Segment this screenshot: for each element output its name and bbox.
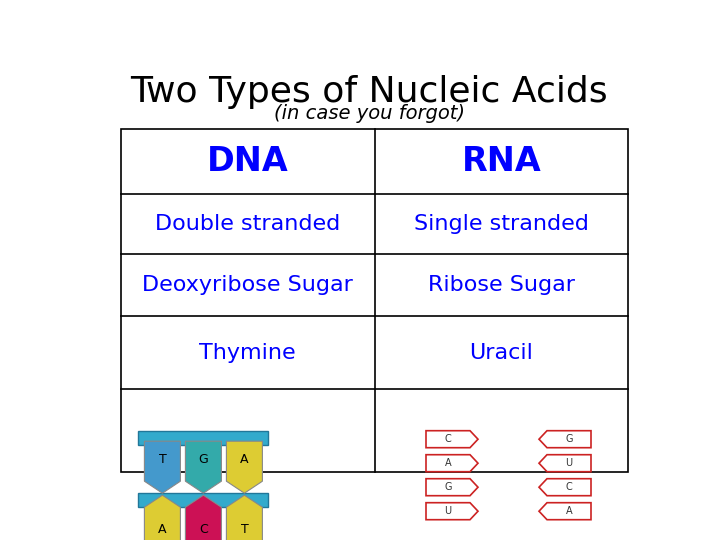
Text: T: T: [158, 453, 166, 465]
Polygon shape: [145, 441, 181, 493]
Polygon shape: [426, 503, 478, 519]
Text: A: A: [240, 453, 248, 465]
Text: Two Types of Nucleic Acids: Two Types of Nucleic Acids: [130, 75, 608, 109]
Polygon shape: [186, 441, 222, 493]
Text: G: G: [199, 453, 208, 465]
Bar: [138, 493, 269, 507]
Polygon shape: [186, 495, 222, 540]
Polygon shape: [226, 441, 262, 493]
Polygon shape: [539, 478, 591, 496]
Text: G: G: [565, 434, 572, 444]
Polygon shape: [426, 431, 478, 448]
Polygon shape: [539, 455, 591, 472]
Polygon shape: [226, 495, 262, 540]
Text: Single stranded: Single stranded: [414, 214, 589, 234]
Bar: [121, 129, 629, 472]
Polygon shape: [426, 455, 478, 472]
Text: C: C: [566, 482, 572, 492]
Text: U: U: [444, 506, 451, 516]
Text: Ribose Sugar: Ribose Sugar: [428, 275, 575, 295]
Text: Thymine: Thymine: [199, 343, 296, 363]
Text: DNA: DNA: [207, 145, 289, 178]
Text: Double stranded: Double stranded: [155, 214, 341, 234]
Text: (in case you forgot): (in case you forgot): [274, 104, 464, 123]
Polygon shape: [145, 495, 181, 540]
Text: Deoxyribose Sugar: Deoxyribose Sugar: [142, 275, 353, 295]
Polygon shape: [539, 431, 591, 448]
Text: A: A: [445, 458, 451, 468]
Polygon shape: [539, 503, 591, 519]
Text: G: G: [444, 482, 451, 492]
Text: A: A: [566, 506, 572, 516]
Text: C: C: [445, 434, 451, 444]
Text: A: A: [158, 523, 166, 536]
Bar: [138, 431, 269, 445]
Text: RNA: RNA: [462, 145, 541, 178]
Polygon shape: [426, 478, 478, 496]
Text: Uracil: Uracil: [469, 343, 534, 363]
Text: U: U: [565, 458, 572, 468]
Text: T: T: [240, 523, 248, 536]
Text: C: C: [199, 523, 208, 536]
